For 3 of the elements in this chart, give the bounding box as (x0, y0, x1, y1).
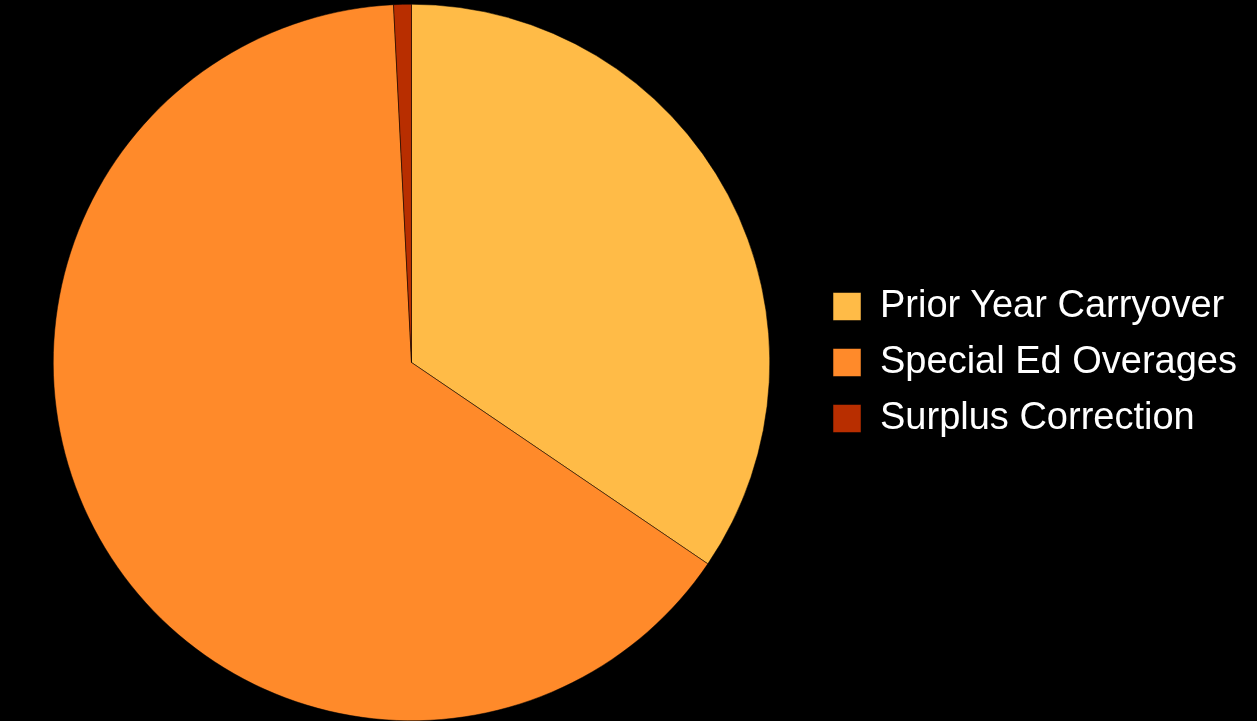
legend-label: Special Ed Overages (880, 338, 1238, 381)
legend-label: Prior Year Carryover (880, 282, 1225, 325)
legend-label: Surplus Correction (880, 394, 1195, 437)
